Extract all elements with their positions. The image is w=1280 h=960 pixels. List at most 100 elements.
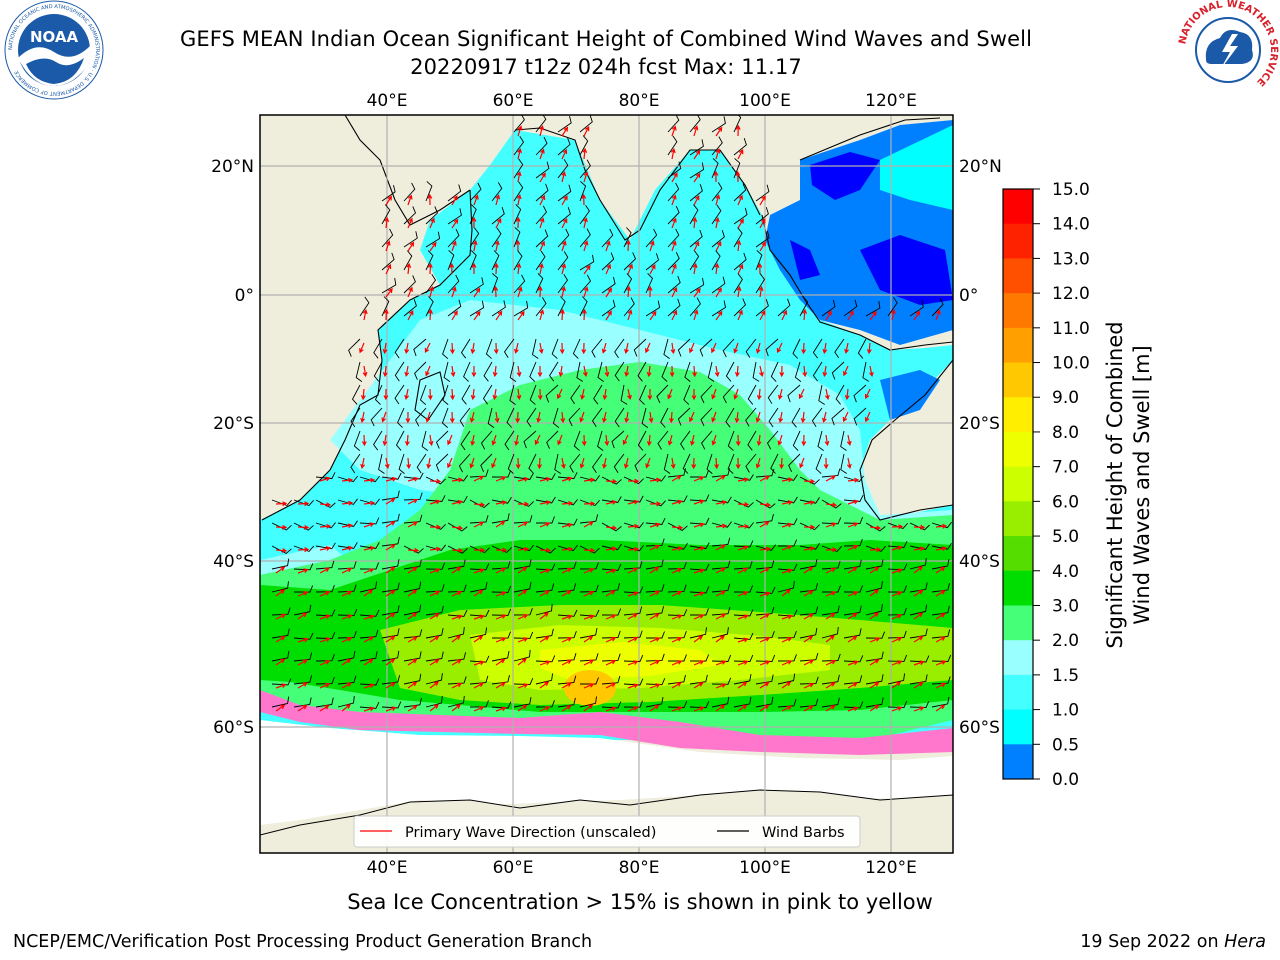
wave-direction-arrow — [583, 659, 595, 666]
wind-barb — [549, 361, 559, 382]
wave-direction-arrow — [495, 706, 507, 712]
wave-direction-arrow — [671, 309, 678, 321]
wave-direction-arrow — [495, 682, 506, 689]
wind-barb — [623, 227, 632, 248]
left-axis-label: 0° — [235, 286, 254, 306]
wind-barb — [931, 696, 950, 708]
wind-barb — [755, 273, 766, 294]
wave-direction-arrow — [539, 590, 550, 597]
wind-barb — [931, 676, 951, 685]
wind-barb — [271, 607, 291, 616]
wind-barb — [611, 430, 625, 449]
colorbar-tick-label: 5.0 — [1052, 527, 1079, 547]
wind-barb — [792, 430, 801, 451]
wave-direction-arrow — [671, 546, 684, 552]
wind-barb — [315, 472, 336, 480]
sea-ice-band — [260, 690, 953, 755]
wind-barb — [535, 273, 544, 294]
wave-direction-arrow — [869, 589, 880, 597]
wind-barb — [931, 582, 950, 593]
wind-barb — [733, 474, 754, 481]
wind-barb — [667, 630, 687, 639]
wind-barb — [733, 138, 747, 156]
wave-direction-arrow — [429, 704, 439, 712]
wind-barb — [777, 698, 797, 708]
wave-direction-arrow — [671, 637, 683, 643]
wave-direction-arrow — [759, 567, 770, 574]
wave-direction-arrow — [869, 525, 882, 531]
wind-barb — [557, 518, 578, 526]
wind-barb — [557, 228, 570, 248]
wind-barb — [293, 675, 313, 685]
wave-direction-arrow — [363, 589, 374, 597]
wave-direction-arrow — [495, 476, 507, 482]
wind-barb — [469, 609, 490, 617]
wave-direction-arrow — [737, 501, 750, 507]
wave-direction-arrow — [363, 500, 376, 506]
wave-direction-arrow — [711, 411, 717, 423]
wind-barb — [374, 384, 383, 405]
wind-barb — [887, 673, 906, 685]
wind-barb — [843, 628, 862, 639]
wind-barb — [834, 338, 845, 359]
wave-direction-arrow — [424, 342, 431, 354]
wave-direction-arrow — [495, 520, 506, 528]
wave-direction-arrow — [891, 681, 902, 689]
wave-direction-arrow — [649, 683, 661, 689]
wave-direction-arrow — [647, 285, 653, 298]
wave-direction-arrow — [492, 365, 498, 378]
wave-direction-arrow — [404, 388, 410, 401]
wave-direction-arrow — [539, 217, 545, 229]
colorbar-tick-label: 2.0 — [1052, 631, 1079, 651]
wind-barb — [413, 338, 427, 357]
wave-direction-arrow — [605, 240, 611, 252]
wind-barb — [513, 135, 525, 156]
wind-barb — [579, 181, 587, 202]
wave-direction-arrow — [517, 683, 529, 689]
wave-direction-arrow — [515, 239, 521, 252]
wave-direction-arrow — [627, 478, 640, 484]
wind-barb — [535, 205, 548, 225]
wind-barb — [480, 430, 493, 450]
wind-barb — [909, 701, 930, 709]
wave-direction-arrow — [407, 636, 418, 643]
wind-barb — [931, 654, 952, 662]
wave-direction-arrow — [473, 706, 485, 712]
wave-direction-arrow — [384, 216, 390, 229]
wave-direction-arrow — [275, 524, 288, 530]
wave-direction-arrow — [759, 591, 771, 597]
wind-barb — [722, 384, 735, 404]
wave-direction-arrow — [451, 477, 464, 483]
wind-barb — [843, 675, 863, 685]
wave-direction-arrow — [275, 683, 287, 689]
wind-barb — [579, 562, 599, 570]
wave-direction-arrow — [275, 501, 288, 507]
wave-direction-arrow — [803, 478, 816, 484]
wave-direction-arrow — [759, 704, 770, 712]
wave-direction-arrow — [781, 545, 793, 551]
wind-barb — [733, 298, 747, 317]
wind-barb — [887, 654, 908, 662]
wave-direction-arrow — [449, 262, 455, 275]
wind-barb — [447, 652, 467, 662]
wind-barb — [403, 545, 424, 554]
wind-barb — [623, 522, 644, 529]
wave-direction-arrow — [426, 457, 432, 470]
wave-direction-arrow — [297, 682, 308, 689]
wind-barb — [381, 228, 394, 248]
wind-barb — [403, 206, 417, 225]
wind-barb — [381, 628, 400, 639]
wave-direction-arrow — [803, 524, 816, 530]
wind-barb — [747, 384, 757, 405]
left-axis-label: 20°S — [213, 414, 254, 434]
wave-direction-arrow — [759, 241, 766, 252]
wave-direction-arrow — [715, 500, 728, 505]
wave-direction-arrow — [605, 706, 617, 712]
bottom-axis-label: 100°E — [739, 858, 791, 878]
wind-barb — [701, 430, 713, 450]
wind-barb — [909, 543, 930, 551]
wind-barb — [821, 299, 836, 317]
wave-direction-arrow — [583, 568, 595, 574]
sea-ice-caption: Sea Ice Concentration > 15% is shown in … — [347, 890, 933, 914]
wind-barb — [689, 250, 700, 271]
